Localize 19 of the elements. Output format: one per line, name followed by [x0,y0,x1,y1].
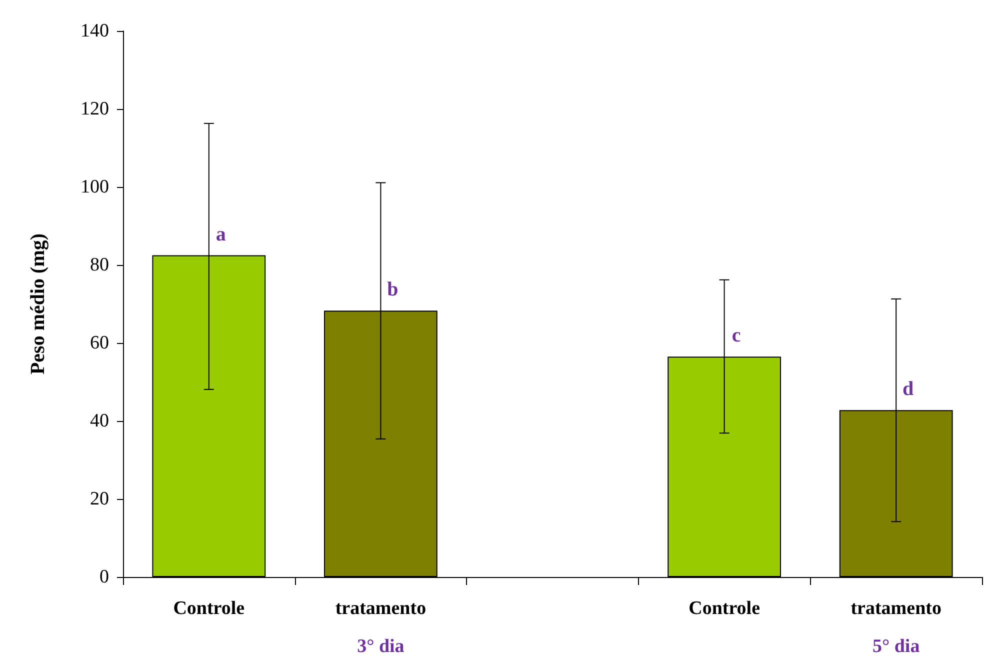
data-label: a [216,223,226,246]
text: 3° dia [357,636,405,657]
y-axis-title: Peso médio (mg) [27,233,49,375]
y-tick-label: 120 [80,98,109,120]
y-tick-label: 20 [90,488,109,510]
y-tick-label: 140 [80,20,109,42]
y-tick-label: 0 [100,566,109,588]
y-tick-label: 40 [90,410,109,432]
data-label: d [902,378,914,400]
y-tick-label: 60 [90,332,109,354]
text: 5° dia [872,636,920,657]
y-tick-label: 100 [80,176,109,198]
x-tick-label: Controle [173,598,245,619]
y-tick-label: 80 [90,254,109,276]
data-label: c [732,324,741,347]
data-label: b [387,278,398,301]
x-tick-label: tratamento [850,598,942,619]
x-tick-label: tratamento [335,598,426,619]
x-tick-label: Controle [688,598,760,619]
